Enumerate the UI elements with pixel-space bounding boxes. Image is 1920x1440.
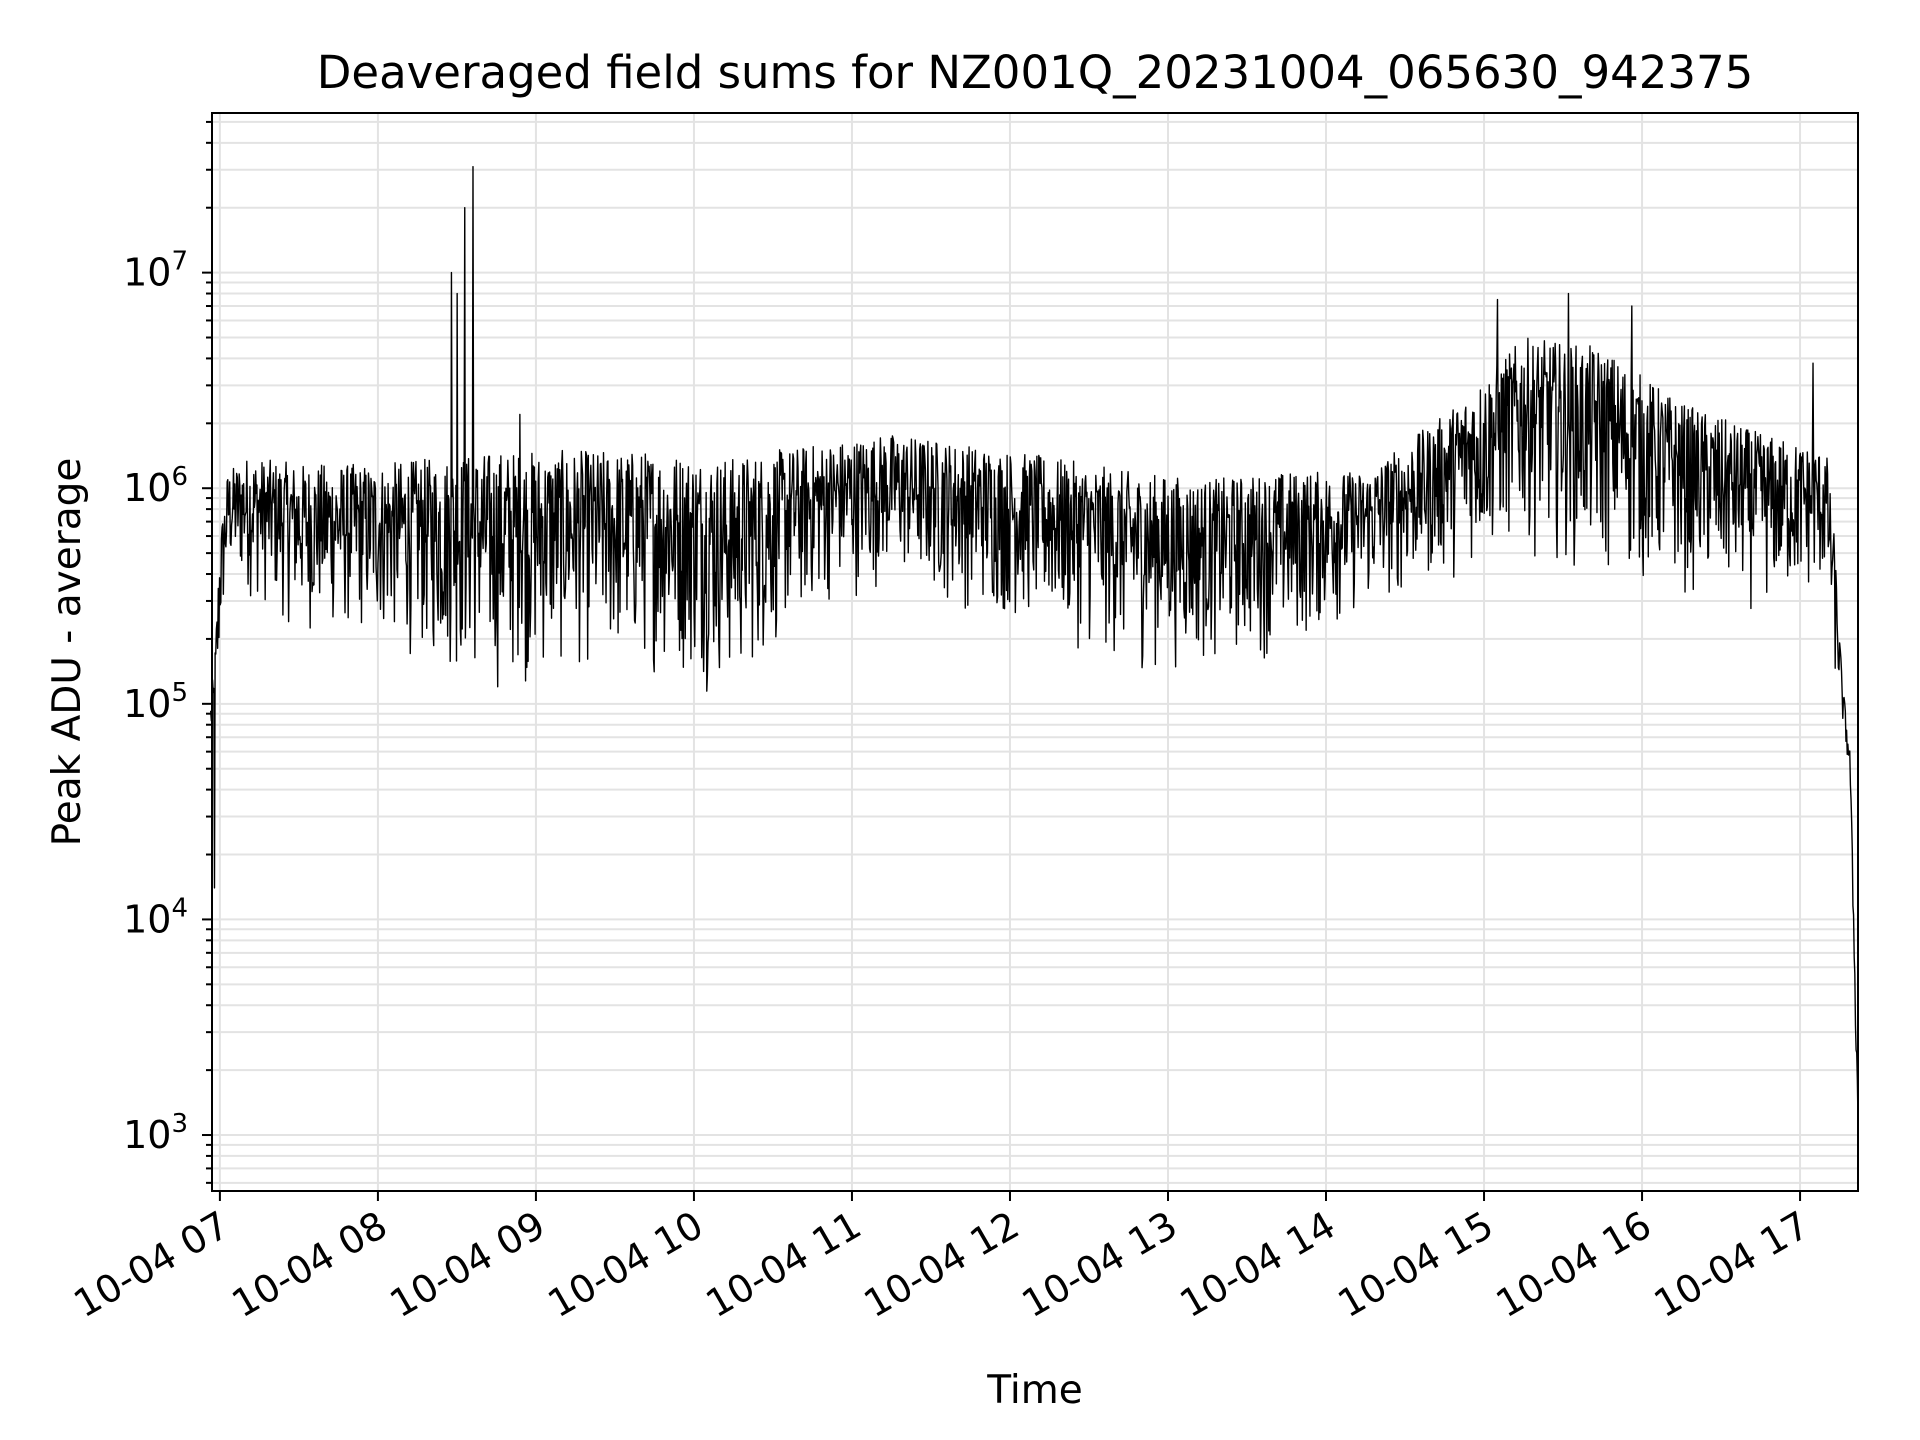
grid bbox=[212, 113, 1858, 1191]
y-tick-exponent: 4 bbox=[171, 893, 188, 923]
y-tick-base: 10 bbox=[123, 682, 171, 726]
series-line bbox=[209, 165, 1859, 1123]
y-axis-label: Peak ADU - average bbox=[45, 458, 90, 847]
y-tick-exponent: 6 bbox=[171, 462, 188, 492]
plot-frame bbox=[211, 112, 1859, 1192]
y-tick-exponent: 5 bbox=[171, 678, 188, 708]
y-tick-label: 107 bbox=[123, 247, 188, 295]
y-tick-label: 105 bbox=[123, 678, 188, 726]
y-tick-exponent: 7 bbox=[171, 247, 188, 277]
y-tick-label: 106 bbox=[123, 462, 188, 510]
x-axis-label: Time bbox=[986, 1368, 1082, 1413]
chart-title: Deaveraged field sums for NZ001Q_2023100… bbox=[317, 46, 1753, 99]
y-tick-exponent: 3 bbox=[171, 1109, 188, 1139]
y-tick-base: 10 bbox=[123, 897, 171, 941]
series-layer bbox=[209, 165, 1859, 1123]
y-tick-base: 10 bbox=[123, 1113, 171, 1157]
y-tick-label: 103 bbox=[123, 1109, 188, 1157]
y-tick-base: 10 bbox=[123, 251, 171, 295]
y-tick-base: 10 bbox=[123, 466, 171, 510]
y-tick-label: 104 bbox=[123, 893, 188, 941]
